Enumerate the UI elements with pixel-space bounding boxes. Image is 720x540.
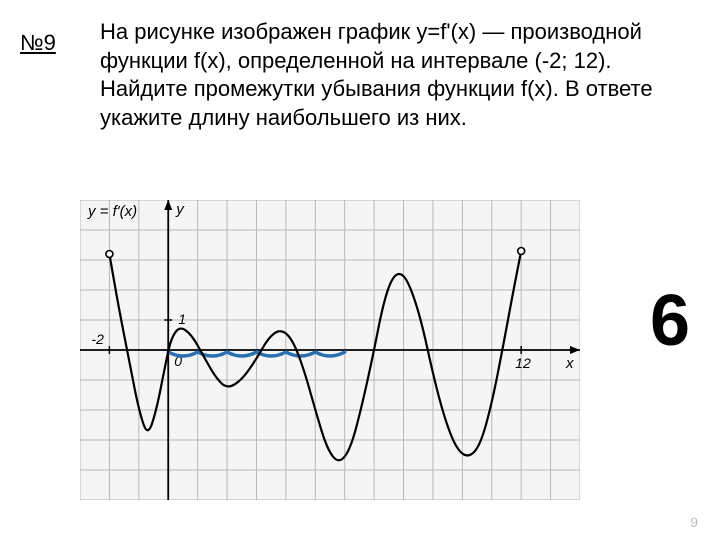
svg-text:-2: -2	[91, 331, 104, 347]
problem-number: №9	[20, 30, 56, 56]
svg-text:12: 12	[515, 355, 531, 371]
problem-text: На рисунке изображен график y=f'(x) — пр…	[100, 18, 690, 132]
svg-text:1: 1	[178, 311, 186, 327]
svg-text:y = f'(x): y = f'(x)	[87, 203, 137, 220]
svg-text:y: y	[175, 201, 185, 218]
slide-number: 9	[690, 514, 698, 530]
svg-text:x: x	[565, 355, 574, 372]
derivative-chart: -21012xyy = f'(x)	[80, 200, 580, 500]
answer-value: 6	[650, 280, 690, 362]
